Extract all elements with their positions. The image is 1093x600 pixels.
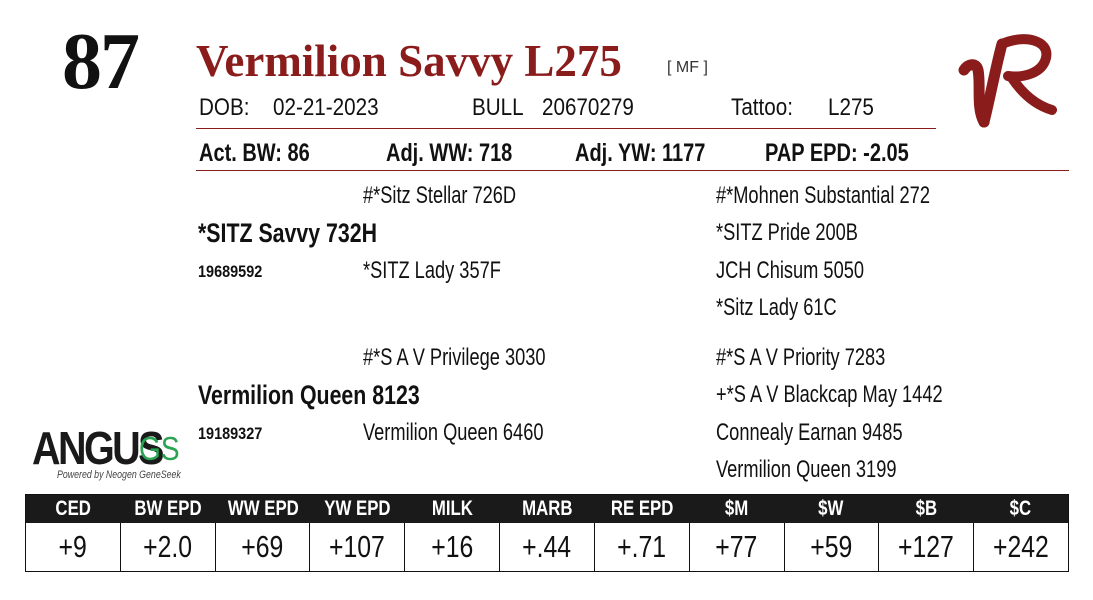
sire-registration: 19689592 xyxy=(198,262,263,281)
dam-dam: Vermilion Queen 6460 xyxy=(363,419,544,446)
epd-value-row: +9 +2.0 +69 +107 +16 +.44 +.71 +77 +59 +… xyxy=(26,523,1068,571)
epd-value-m-index: +77 xyxy=(690,523,785,571)
epd-value-ww: +69 xyxy=(216,523,311,571)
adjusted-weaning-weight: Adj. WW: 718 xyxy=(386,139,513,167)
angus-logo-text: ANGUS xyxy=(32,422,165,474)
epd-value-bw: +2.0 xyxy=(121,523,216,571)
epd-header-ced: CED xyxy=(55,497,92,520)
dam-name: Vermilion Queen 8123 xyxy=(198,380,420,410)
tag-marker: [ MF ] xyxy=(667,59,708,76)
dam-dam-sire: Connealy Earnan 9485 xyxy=(716,419,903,446)
divider-bottom xyxy=(196,170,1069,171)
sex-label: BULL xyxy=(472,94,524,121)
sire-dam: *SITZ Lady 357F xyxy=(363,257,501,284)
dob-value: 02-21-2023 xyxy=(273,94,379,121)
sire-sire-sire: #*Mohnen Substantial 272 xyxy=(716,182,930,209)
animal-name: Vermilion Savvy L275 xyxy=(196,36,622,86)
sire-sire: #*Sitz Stellar 726D xyxy=(363,182,517,209)
actual-birth-weight: Act. BW: 86 xyxy=(199,139,310,167)
tattoo-label: Tattoo: xyxy=(731,94,793,121)
registration-number: 20670279 xyxy=(542,94,634,121)
epd-header-yw: YW EPD xyxy=(324,497,391,520)
sire-name: *SITZ Savvy 732H xyxy=(198,218,378,248)
gs-logo-text: GS xyxy=(139,430,180,467)
dam-dam-dam: Vermilion Queen 3199 xyxy=(716,456,897,483)
epd-header-m-index: $M xyxy=(724,497,749,520)
epd-value-c-index: +242 xyxy=(993,529,1049,564)
epd-header-bw: BW EPD xyxy=(134,497,202,520)
epd-value-yw: +107 xyxy=(310,523,406,571)
vr-brand-icon xyxy=(958,34,1057,128)
epd-header-row: CED BW EPD WW EPD YW EPD MILK EPD MARB E… xyxy=(26,495,1068,523)
epd-value-b-index: +127 xyxy=(879,523,975,571)
epd-header-re: RE EPD xyxy=(610,497,674,520)
epd-value-milk: +16 xyxy=(405,523,501,571)
sire-sire-dam: *SITZ Pride 200B xyxy=(716,219,858,246)
epd-header-w-index: $W xyxy=(818,497,844,520)
adjusted-yearling-weight: Adj. YW: 1177 xyxy=(575,139,706,167)
sire-dam-dam: *Sitz Lady 61C xyxy=(716,294,837,321)
dam-sire: #*S A V Privilege 3030 xyxy=(363,344,546,371)
epd-header-c-index: $C xyxy=(1009,497,1032,520)
epd-header-milk: MILK EPD xyxy=(431,497,473,520)
epd-header-ww: WW EPD xyxy=(227,497,299,520)
epd-value-re: +.71 xyxy=(595,523,690,571)
epd-header-b-index: $B xyxy=(915,497,937,520)
dob-label: DOB: xyxy=(199,94,250,121)
angus-tagline: Powered by Neogen GeneSeek xyxy=(57,469,181,481)
dam-registration: 19189327 xyxy=(198,424,263,443)
epd-value-ced: +9 xyxy=(26,523,121,571)
epd-value-marb: +.44 xyxy=(500,523,595,571)
tattoo-value: L275 xyxy=(828,94,874,121)
dam-sire-dam: +*S A V Blackcap May 1442 xyxy=(716,381,943,408)
pap-epd: PAP EPD: -2.05 xyxy=(765,139,909,167)
epd-value-w-index: +59 xyxy=(785,523,880,571)
divider-top xyxy=(196,128,936,129)
dam-sire-sire: #*S A V Priority 7283 xyxy=(716,344,886,371)
epd-table: CED BW EPD WW EPD YW EPD MILK EPD MARB E… xyxy=(25,494,1069,572)
epd-header-marb: MARB EPD xyxy=(521,497,573,520)
sire-dam-sire: JCH Chisum 5050 xyxy=(716,257,865,284)
lot-number: 87 xyxy=(62,18,140,106)
